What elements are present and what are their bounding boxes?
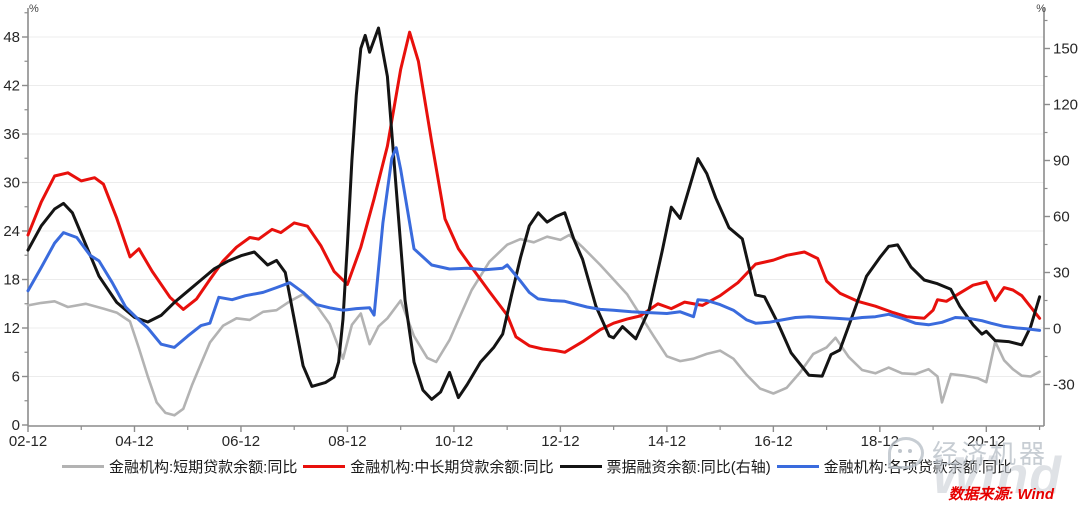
bill-financing-line-swatch bbox=[559, 465, 602, 468]
legend-item-bill-financing: 票据融资余额:同比(右轴) bbox=[559, 456, 771, 477]
svg-text:60: 60 bbox=[1053, 208, 1070, 225]
svg-text:08-12: 08-12 bbox=[328, 433, 366, 450]
svg-text:12: 12 bbox=[3, 320, 20, 337]
svg-text:24: 24 bbox=[3, 223, 20, 240]
svg-text:06-12: 06-12 bbox=[222, 433, 260, 450]
medium-long-term-loans-line-swatch bbox=[303, 465, 346, 468]
svg-text:14-12: 14-12 bbox=[648, 433, 686, 450]
svg-text:12-12: 12-12 bbox=[541, 433, 579, 450]
svg-text:18: 18 bbox=[3, 272, 20, 289]
svg-text:-30: -30 bbox=[1053, 377, 1075, 394]
svg-text:02-12: 02-12 bbox=[9, 433, 47, 450]
svg-text:18-12: 18-12 bbox=[861, 433, 899, 450]
svg-text:6: 6 bbox=[12, 369, 20, 386]
chart-legend: 金融机构:短期贷款余额:同比 金融机构:中长期贷款余额:同比 票据融资余额:同比… bbox=[0, 456, 1080, 477]
svg-text:42: 42 bbox=[3, 78, 20, 95]
left-axis-unit-label: % bbox=[29, 3, 39, 15]
legend-label: 票据融资余额:同比(右轴) bbox=[606, 459, 771, 476]
svg-text:30: 30 bbox=[3, 175, 20, 192]
svg-text:30: 30 bbox=[1053, 264, 1070, 281]
svg-text:04-12: 04-12 bbox=[115, 433, 153, 450]
legend-label: 金融机构:短期贷款余额:同比 bbox=[109, 459, 298, 476]
total-loans-line-swatch bbox=[776, 465, 819, 468]
legend-item-total-loans: 金融机构:各项贷款余额:同比 bbox=[776, 456, 1012, 477]
legend-label: 金融机构:各项贷款余额:同比 bbox=[823, 459, 1012, 476]
svg-text:10-12: 10-12 bbox=[435, 433, 473, 450]
legend-item-medium-long-term-loans: 金融机构:中长期贷款余额:同比 bbox=[303, 456, 554, 477]
legend-label: 金融机构:中长期贷款余额:同比 bbox=[350, 459, 554, 476]
svg-text:150: 150 bbox=[1053, 40, 1078, 57]
svg-text:90: 90 bbox=[1053, 152, 1070, 169]
short-term-loans-line-swatch bbox=[62, 465, 104, 468]
legend-item-short-term-loans: 金融机构:短期贷款余额:同比 bbox=[62, 456, 297, 477]
svg-text:36: 36 bbox=[3, 126, 20, 143]
svg-text:0: 0 bbox=[12, 417, 20, 434]
data-source-note: 数据来源: Wind bbox=[948, 486, 1054, 503]
svg-text:20-12: 20-12 bbox=[967, 433, 1005, 450]
svg-text:48: 48 bbox=[3, 29, 20, 46]
right-axis-unit-label: % bbox=[1036, 3, 1046, 15]
svg-text:16-12: 16-12 bbox=[754, 433, 792, 450]
svg-text:120: 120 bbox=[1053, 96, 1078, 113]
svg-text:0: 0 bbox=[1053, 321, 1061, 338]
